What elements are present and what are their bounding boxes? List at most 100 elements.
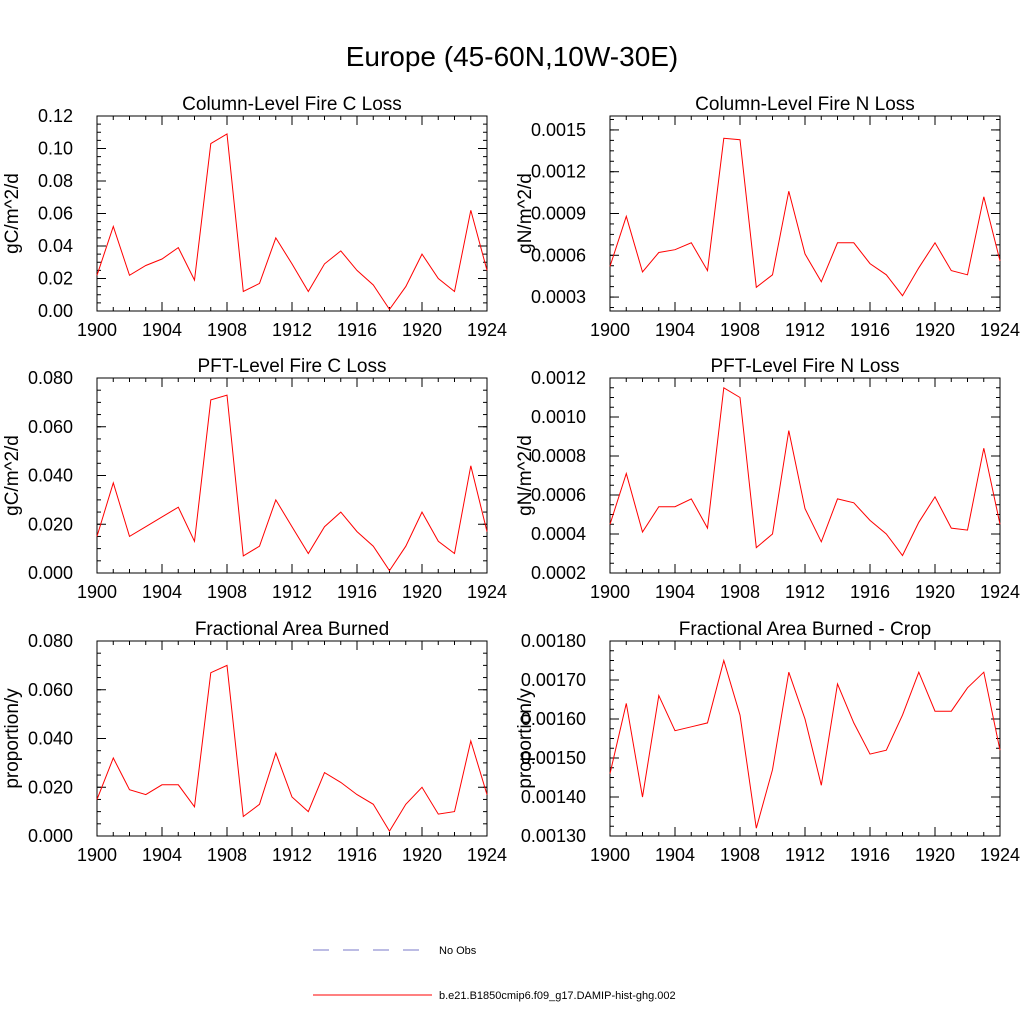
series-line [96, 394, 488, 572]
y-tick-label: 0.0006 [531, 485, 586, 505]
y-tick-label: 0.00160 [521, 709, 586, 729]
y-axis-label: gC/m^2/d [2, 173, 23, 254]
x-tick-label: 1908 [207, 845, 247, 865]
x-tick-label: 1924 [467, 582, 507, 602]
y-tick-label: 0.020 [28, 514, 73, 534]
x-tick-label: 1912 [785, 845, 825, 865]
x-tick-label: 1900 [77, 845, 117, 865]
y-axis-label: gN/m^2/d [515, 173, 536, 254]
y-tick-label: 0.040 [28, 466, 73, 486]
y-tick-label: 0.0004 [531, 524, 586, 544]
y-tick-label: 0.0010 [531, 407, 586, 427]
panel-title: Fractional Area Burned - Crop [679, 619, 931, 640]
x-tick-label: 1904 [142, 582, 182, 602]
legend: No Obs b.e21.B1850cmip6.f09_g17.DAMIP-his… [313, 945, 676, 1002]
plot-frame [609, 115, 1001, 312]
x-tick-label: 1912 [272, 582, 312, 602]
x-tick-label: 1904 [655, 845, 695, 865]
y-tick-label: 0.08 [38, 171, 73, 191]
y-tick-label: 0.0006 [531, 245, 586, 265]
y-tick-label: 0.000 [28, 826, 73, 846]
x-tick-label: 1908 [720, 582, 760, 602]
x-tick-label: 1916 [337, 845, 377, 865]
legend-label: No Obs [439, 945, 477, 957]
y-tick-label: 0.060 [28, 417, 73, 437]
chart-panel-3: 1900 1904 1908 1912 1916 1920 1924 0.000 0.020 0.… [2, 356, 507, 602]
x-tick-label: 1916 [850, 320, 890, 340]
y-tick-label: 0.0002 [531, 563, 586, 583]
x-tick-label: 1916 [850, 845, 890, 865]
panels: 1900 1904 1908 1912 1916 1920 1924 0.00 0.02 0.04… [2, 94, 1020, 865]
panel-title: Column-Level Fire N Loss [695, 94, 915, 115]
y-tick-label: 0.10 [38, 139, 73, 159]
panel-title: PFT-Level Fire C Loss [198, 356, 387, 377]
x-tick-label: 1924 [980, 582, 1020, 602]
x-tick-label: 1900 [590, 320, 630, 340]
series-line [609, 658, 1001, 829]
y-tick-label: 0.0015 [531, 120, 586, 140]
plot-frame [96, 115, 488, 312]
y-axis-label: proportion/y [515, 688, 536, 789]
x-tick-label: 1916 [337, 320, 377, 340]
x-tick-label: 1900 [77, 582, 117, 602]
y-axis-label: gN/m^2/d [515, 435, 536, 516]
y-tick-label: 0.040 [28, 729, 73, 749]
plot-frame [96, 377, 488, 574]
y-tick-label: 0.0003 [531, 287, 586, 307]
x-tick-label: 1904 [655, 582, 695, 602]
plot-frame [96, 640, 488, 837]
chart-panel-6: 1900 1904 1908 1912 1916 1920 1924 0.00130 0.001… [515, 619, 1020, 865]
x-tick-label: 1920 [915, 845, 955, 865]
x-tick-label: 1916 [850, 582, 890, 602]
x-tick-label: 1924 [980, 320, 1020, 340]
y-axis-label: proportion/y [2, 688, 23, 789]
y-tick-label: 0.020 [28, 777, 73, 797]
y-tick-label: 0.00170 [521, 670, 586, 690]
plot-frame [609, 640, 1001, 837]
x-tick-label: 1908 [207, 320, 247, 340]
figure-title: Europe (45-60N,10W-30E) [346, 41, 679, 72]
series-line [609, 386, 1001, 557]
chart-panel-2: 1900 1904 1908 1912 1916 1920 1924 0.0003 0.0006… [515, 94, 1020, 340]
y-tick-label: 0.00 [38, 301, 73, 321]
x-tick-label: 1912 [785, 320, 825, 340]
x-tick-label: 1912 [272, 320, 312, 340]
x-tick-label: 1900 [590, 582, 630, 602]
x-tick-label: 1912 [785, 582, 825, 602]
panel-title: Fractional Area Burned [195, 619, 389, 640]
plot-frame [609, 377, 1001, 574]
chart-panel-4: 1900 1904 1908 1912 1916 1920 1924 0.0002 0.0004… [515, 356, 1020, 602]
x-tick-label: 1916 [337, 582, 377, 602]
y-tick-label: 0.060 [28, 680, 73, 700]
legend-entry-2: b.e21.B1850cmip6.f09_g17.DAMIP-hist-ghg.… [313, 990, 676, 1002]
x-tick-label: 1908 [720, 320, 760, 340]
y-tick-label: 0.0012 [531, 162, 586, 182]
x-tick-label: 1920 [915, 320, 955, 340]
x-tick-label: 1904 [142, 320, 182, 340]
y-tick-label: 0.12 [38, 106, 73, 126]
panel-title: Column-Level Fire C Loss [182, 94, 402, 115]
y-tick-label: 0.06 [38, 204, 73, 224]
y-tick-label: 0.00180 [521, 631, 586, 651]
y-tick-label: 0.04 [38, 236, 73, 256]
y-tick-label: 0.00130 [521, 826, 586, 846]
series-line [609, 137, 1001, 297]
y-tick-label: 0.02 [38, 269, 73, 289]
series-line [96, 664, 488, 833]
x-tick-label: 1900 [77, 320, 117, 340]
x-tick-label: 1900 [590, 845, 630, 865]
series-line [96, 133, 488, 311]
x-tick-label: 1924 [467, 845, 507, 865]
y-tick-label: 0.000 [28, 563, 73, 583]
x-tick-label: 1912 [272, 845, 312, 865]
y-tick-label: 0.00150 [521, 748, 586, 768]
chart-panel-1: 1900 1904 1908 1912 1916 1920 1924 0.00 0.02 0.04… [2, 94, 507, 340]
x-tick-label: 1904 [655, 320, 695, 340]
x-tick-label: 1908 [720, 845, 760, 865]
chart-panel-5: 1900 1904 1908 1912 1916 1920 1924 0.000 0.020 0.… [2, 619, 507, 865]
legend-entry-1: No Obs [313, 945, 477, 957]
y-tick-label: 0.080 [28, 368, 73, 388]
legend-label: b.e21.B1850cmip6.f09_g17.DAMIP-hist-ghg.… [439, 990, 676, 1002]
x-tick-label: 1920 [402, 320, 442, 340]
